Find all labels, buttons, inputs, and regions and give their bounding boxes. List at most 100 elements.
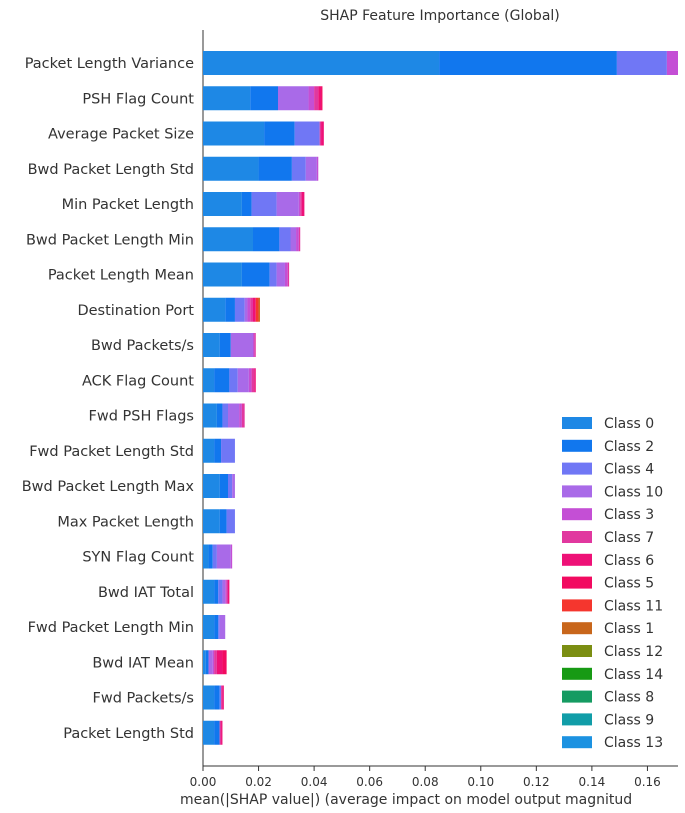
x-tick-label: 0.12 (523, 775, 550, 789)
bar-segment (203, 333, 220, 357)
bar-segment (221, 685, 223, 710)
bar-segment (219, 474, 228, 498)
bar-segment (296, 227, 299, 252)
bar-segment (314, 86, 319, 111)
bar-segment (258, 297, 260, 322)
legend-label: Class 1 (604, 621, 654, 637)
legend-label: Class 4 (604, 462, 654, 478)
bar-segment (239, 403, 242, 428)
legend-swatch (562, 690, 592, 703)
bar-segment (290, 227, 297, 252)
legend-label: Class 0 (604, 416, 654, 432)
bar-segment (208, 650, 213, 675)
category-label: Packet Length Std (63, 726, 194, 742)
legend-swatch (562, 599, 592, 612)
bar-segment (203, 720, 215, 745)
x-ticks: 0.00 0.02 0.04 0.06 0.08 0.10 0.12 0.14 0.16 (190, 766, 661, 789)
bar-segment (216, 403, 223, 428)
bar-segment (203, 650, 206, 675)
bar-segment (203, 51, 440, 75)
bar-segment (258, 156, 292, 181)
category-label: Fwd Packet Length Min (28, 620, 194, 636)
bar-segment (225, 297, 235, 322)
bar-segment (234, 297, 245, 322)
legend-label: Class 3 (604, 507, 654, 523)
bar-segment (318, 86, 322, 111)
bar-segment (253, 227, 280, 252)
bar-segment (203, 121, 265, 146)
bar-segment (250, 297, 253, 322)
legend-swatch (562, 485, 592, 498)
bar-segment (251, 192, 277, 216)
bar-segment (279, 227, 291, 252)
legend-swatch (562, 508, 592, 521)
bar-segment (253, 333, 255, 357)
x-axis-label: mean(|SHAP value|) (average impact on mo… (180, 792, 632, 808)
bar-segment (241, 262, 270, 287)
bar-segment (291, 156, 306, 181)
category-label: SYN Flag Count (82, 550, 194, 566)
bar-segment (321, 121, 324, 146)
bar-segment (228, 579, 230, 604)
category-label: PSH Flag Count (82, 91, 194, 107)
category-label: ACK Flag Count (82, 373, 194, 389)
x-tick-label: 0.06 (356, 775, 383, 789)
legend-label: Class 7 (604, 530, 654, 546)
bar-segment (230, 544, 233, 569)
bar-segment (287, 262, 290, 287)
bar-segment (203, 544, 209, 569)
bar-segment (219, 720, 222, 745)
legend-label: Class 13 (604, 735, 663, 751)
bar-segment (254, 368, 256, 393)
bar-segment (214, 579, 219, 604)
bar-segment (222, 579, 226, 604)
bar-segment (214, 438, 222, 463)
bar-segment (212, 650, 215, 675)
legend-swatch (562, 531, 592, 543)
category-label: Average Packet Size (48, 127, 194, 143)
bar-segment (301, 192, 305, 216)
legend-label: Class 6 (604, 553, 654, 569)
bar-segment (203, 579, 215, 604)
bar-segment (237, 368, 249, 393)
category-label: Bwd IAT Mean (92, 655, 194, 671)
bar-segment (250, 86, 278, 111)
legend-swatch (562, 645, 592, 657)
bar-segment (439, 51, 617, 75)
category-label: Packet Length Mean (48, 268, 194, 284)
legend-label: Class 11 (604, 598, 663, 614)
legend-swatch (562, 553, 592, 566)
bar-segment (253, 297, 256, 322)
bar-segment (219, 615, 226, 639)
bar-segment (203, 403, 217, 428)
bar-segment (205, 650, 209, 675)
bar-segment (203, 438, 215, 463)
legend-label: Class 8 (604, 690, 654, 706)
bar-segment (316, 156, 319, 181)
bar-segment (254, 333, 256, 357)
x-tick-label: 0.16 (634, 775, 661, 789)
legend-label: Class 2 (604, 439, 654, 455)
legend-swatch (562, 439, 592, 452)
bar-segment (219, 509, 227, 534)
bar-segment (298, 227, 301, 252)
category-label: Fwd Packets/s (93, 691, 194, 707)
bar-segment (321, 86, 323, 111)
x-tick-label: 0.04 (301, 775, 328, 789)
bar-segment (284, 262, 288, 287)
legend-swatch (562, 462, 592, 475)
bar-segment (247, 297, 251, 322)
chart-title: SHAP Feature Importance (Global) (320, 8, 560, 24)
bar-segment (230, 333, 253, 357)
legend-label: Class 14 (604, 667, 663, 683)
bar-segment (294, 121, 320, 146)
bar-segment (264, 121, 295, 146)
legend-swatch (562, 622, 592, 635)
bar-segment (203, 368, 215, 393)
x-tick-label: 0.10 (467, 775, 494, 789)
bar-segment (319, 121, 322, 146)
y-tick-labels: Packet Length Variance PSH Flag Count Aver… (22, 56, 195, 742)
category-label: Bwd Packet Length Std (28, 162, 194, 178)
bar-segment (203, 685, 215, 710)
